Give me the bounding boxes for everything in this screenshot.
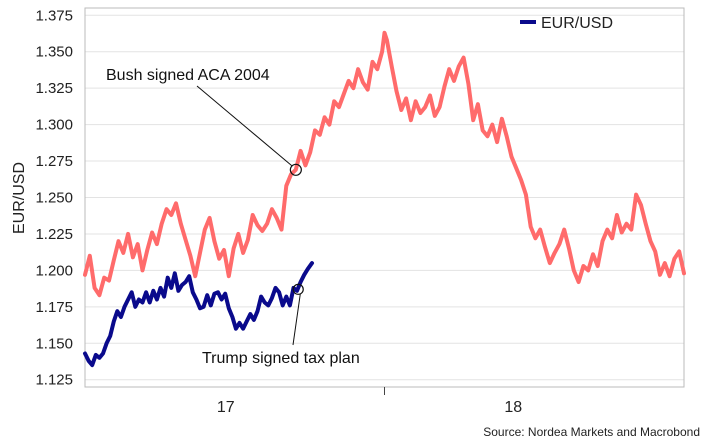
annotations: Bush signed ACA 2004 Trump signed tax pla… [106,67,360,367]
annotation-leader [196,85,293,167]
y-tick-label: 1.150 [35,335,73,352]
source-note: Source: Nordea Markets and Macrobond [483,425,700,439]
series-line-2 [83,261,314,368]
y-tick-label: 1.300 [35,117,73,134]
y-axis-label: EUR/USD [11,162,28,234]
y-tick-label: 1.175 [35,299,73,316]
annotation-marker [292,283,304,295]
x-axis: 17 18 [217,387,522,416]
legend-label: EUR/USD [541,15,613,32]
y-tick-label: 1.200 [35,262,73,279]
series-lines [83,30,686,368]
x-tick-label: 17 [217,399,235,416]
series-line-1 [83,30,686,298]
y-tick-label: 1.275 [35,153,73,170]
grid-lines [85,14,684,381]
annotation-leader [292,294,301,346]
legend: EUR/USD [520,15,613,32]
y-tick-label: 1.325 [35,80,73,97]
y-tick-label: 1.250 [35,190,73,207]
y-axis-ticks: 1.125 1.150 1.175 1.200 1.225 1.250 1.275 1.300… [35,7,73,388]
y-tick-label: 1.350 [35,44,73,61]
y-tick-label: 1.375 [35,7,73,24]
y-tick-label: 1.125 [35,372,73,389]
annotation-label: Trump signed tax plan [202,350,360,367]
x-tick-label: 18 [504,399,522,416]
annotation-marker [289,163,302,176]
y-tick-label: 1.225 [35,226,73,243]
annotation-label: Bush signed ACA 2004 [106,67,270,84]
